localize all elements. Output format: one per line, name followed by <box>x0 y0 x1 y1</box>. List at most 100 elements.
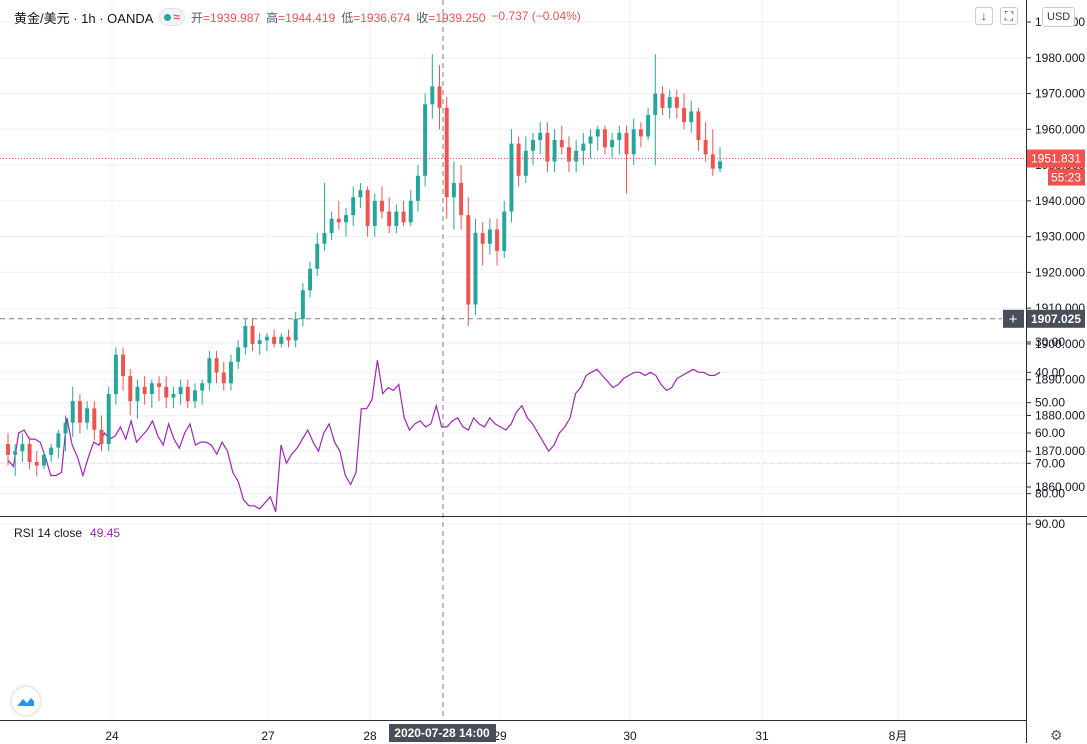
candle-body <box>329 218 334 234</box>
candle-body <box>164 386 169 398</box>
candle-body <box>85 408 90 423</box>
candle <box>689 100 694 133</box>
candle <box>99 415 104 452</box>
candle-body <box>653 93 658 115</box>
fullscreen-icon[interactable]: ⛶ <box>1000 7 1018 25</box>
price-tick-label: 1920.000 <box>1035 265 1085 279</box>
candle <box>718 147 722 173</box>
candle <box>207 351 212 391</box>
candle-body <box>473 233 478 305</box>
rsi-label[interactable]: RSI 14 close <box>14 526 83 540</box>
price-tick-label: 1880.000 <box>1035 408 1085 422</box>
status-pill[interactable]: ≈ <box>159 8 186 26</box>
candle <box>358 182 363 208</box>
crosshair-price-tag: +1907.025 <box>1003 309 1085 328</box>
rsi-tick-label: 60.00 <box>1035 426 1065 440</box>
candle <box>495 218 500 266</box>
symbol-title[interactable]: 黄金/美元 · 1h · OANDA <box>14 10 154 26</box>
candle-body <box>315 243 320 269</box>
candle <box>149 379 154 409</box>
candle-body <box>13 451 18 455</box>
crosshair-price-value: 1907.025 <box>1031 312 1081 326</box>
candle <box>49 444 54 462</box>
candle-body <box>185 386 190 402</box>
candle-body <box>351 197 356 216</box>
candle-body <box>451 182 456 198</box>
candle <box>128 368 133 416</box>
candle-body <box>394 211 399 226</box>
change-value: −0.737 (−0.04%) <box>491 8 581 23</box>
candle <box>451 161 456 230</box>
candle <box>250 318 255 352</box>
candle <box>293 311 298 348</box>
candle <box>63 415 68 452</box>
candle <box>466 197 471 327</box>
time-tick-label: 28 <box>363 729 377 743</box>
candle-body <box>531 140 535 151</box>
candle-body <box>444 107 449 198</box>
candle-body <box>92 408 97 430</box>
candle <box>121 347 126 391</box>
candle <box>279 333 284 348</box>
wave-icon: ≈ <box>173 10 181 24</box>
rsi-tick-label: 80.00 <box>1035 487 1065 501</box>
candle-body <box>157 383 162 387</box>
candle <box>286 329 291 348</box>
candle-body <box>257 340 262 344</box>
candle <box>394 204 399 234</box>
price-tick-label: 1930.000 <box>1035 230 1085 244</box>
down-arrow-icon[interactable]: ↓ <box>975 7 993 25</box>
candle <box>415 165 420 212</box>
high-value: 1944.419 <box>285 10 336 25</box>
candle-body <box>228 361 233 384</box>
chart-legend: 黄金/美元 · 1h · OANDA ≈ 开=1939.987 高=1944.4… <box>14 8 581 26</box>
rsi-tick-label: 30.00 <box>1035 335 1065 349</box>
candle-body <box>602 129 607 148</box>
rsi-tick-label: 70.00 <box>1035 456 1065 470</box>
candle-body <box>272 336 277 344</box>
price-tick-label: 1890.000 <box>1035 373 1085 387</box>
candle-body <box>20 444 25 452</box>
crosshair-time-tag: 2020-07-28 14:00 <box>389 724 496 742</box>
candle-body <box>545 132 550 162</box>
candle <box>365 186 370 237</box>
candle-body <box>193 390 197 402</box>
candle-body <box>552 140 557 162</box>
candle <box>516 136 521 187</box>
candle <box>236 340 241 369</box>
ohlc-values: 开=1939.987 高=1944.419 低=1936.674 收=1939.… <box>191 8 581 25</box>
gear-icon[interactable]: ⚙ <box>1050 727 1063 743</box>
candle-body <box>149 383 154 394</box>
rsi-legend: RSI 14 close 49.45 <box>14 526 120 540</box>
candle <box>408 190 413 226</box>
candle <box>70 386 75 437</box>
candle <box>6 433 10 466</box>
candle <box>142 376 147 405</box>
candle <box>480 222 485 266</box>
candle-body <box>703 140 708 155</box>
candle <box>703 122 708 162</box>
tradingview-logo-icon[interactable] <box>12 687 40 715</box>
candle <box>588 129 593 158</box>
crosshair-price-bg <box>1027 309 1085 328</box>
candle <box>106 386 111 452</box>
candle <box>545 122 550 173</box>
candle <box>380 186 384 219</box>
candle-body <box>293 318 298 341</box>
candle <box>531 132 535 166</box>
candle-body <box>207 358 212 384</box>
candle <box>27 436 32 470</box>
low-value: 1936.674 <box>360 10 411 25</box>
currency-button[interactable]: USD <box>1042 7 1076 27</box>
candle <box>171 386 176 409</box>
candle-body <box>49 447 54 455</box>
candle <box>85 401 90 430</box>
time-tick-label: 30 <box>623 729 637 743</box>
candle <box>574 140 579 173</box>
candle <box>257 333 262 355</box>
candle-body <box>610 140 615 148</box>
time-tick-label: 8月 <box>889 729 908 743</box>
candle-body <box>689 111 694 123</box>
